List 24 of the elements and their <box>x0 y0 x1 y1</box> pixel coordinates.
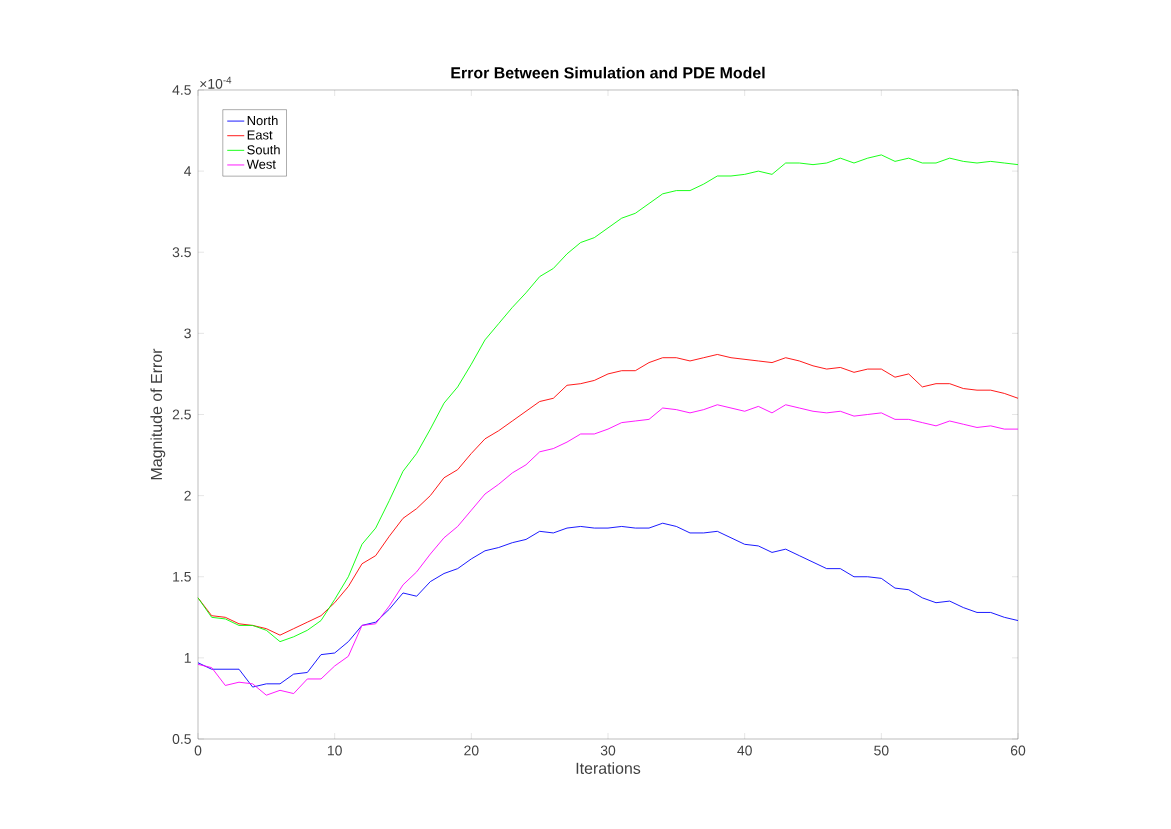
y-tick-label: 1.5 <box>173 571 191 582</box>
x-tick-label: 10 <box>327 745 342 756</box>
x-tick-label: 0 <box>194 745 202 756</box>
legend-label: West <box>246 159 276 169</box>
x-axis-title: Iterations <box>576 762 641 774</box>
x-tick-label: 30 <box>600 745 616 756</box>
legend-label: South <box>247 144 280 155</box>
y-axis-title: Magnitude of Error <box>150 348 166 480</box>
legend-label: North <box>247 115 278 126</box>
x-tick-label: 40 <box>737 745 752 756</box>
y-tick-label: 2.5 <box>172 409 191 420</box>
x-tick-label: 60 <box>1010 745 1026 756</box>
chart-title: Error Between Simulation and PDE Model <box>451 66 765 79</box>
y-tick-label: 4 <box>184 166 192 176</box>
y-tick-label: 2 <box>184 490 191 501</box>
x-tick-label: 20 <box>464 745 479 756</box>
y-tick-label: 4.5 <box>172 85 191 95</box>
y-tick-label: 3.5 <box>172 247 191 258</box>
text: ×10$^{-4}$ <box>200 76 232 89</box>
y-tick-label: 1 <box>184 653 191 663</box>
x-tick-label: 50 <box>874 745 889 756</box>
y-tick-label: 3 <box>184 328 191 339</box>
y-tick-label: 0.5 <box>172 734 191 744</box>
legend-label: East <box>247 130 273 140</box>
